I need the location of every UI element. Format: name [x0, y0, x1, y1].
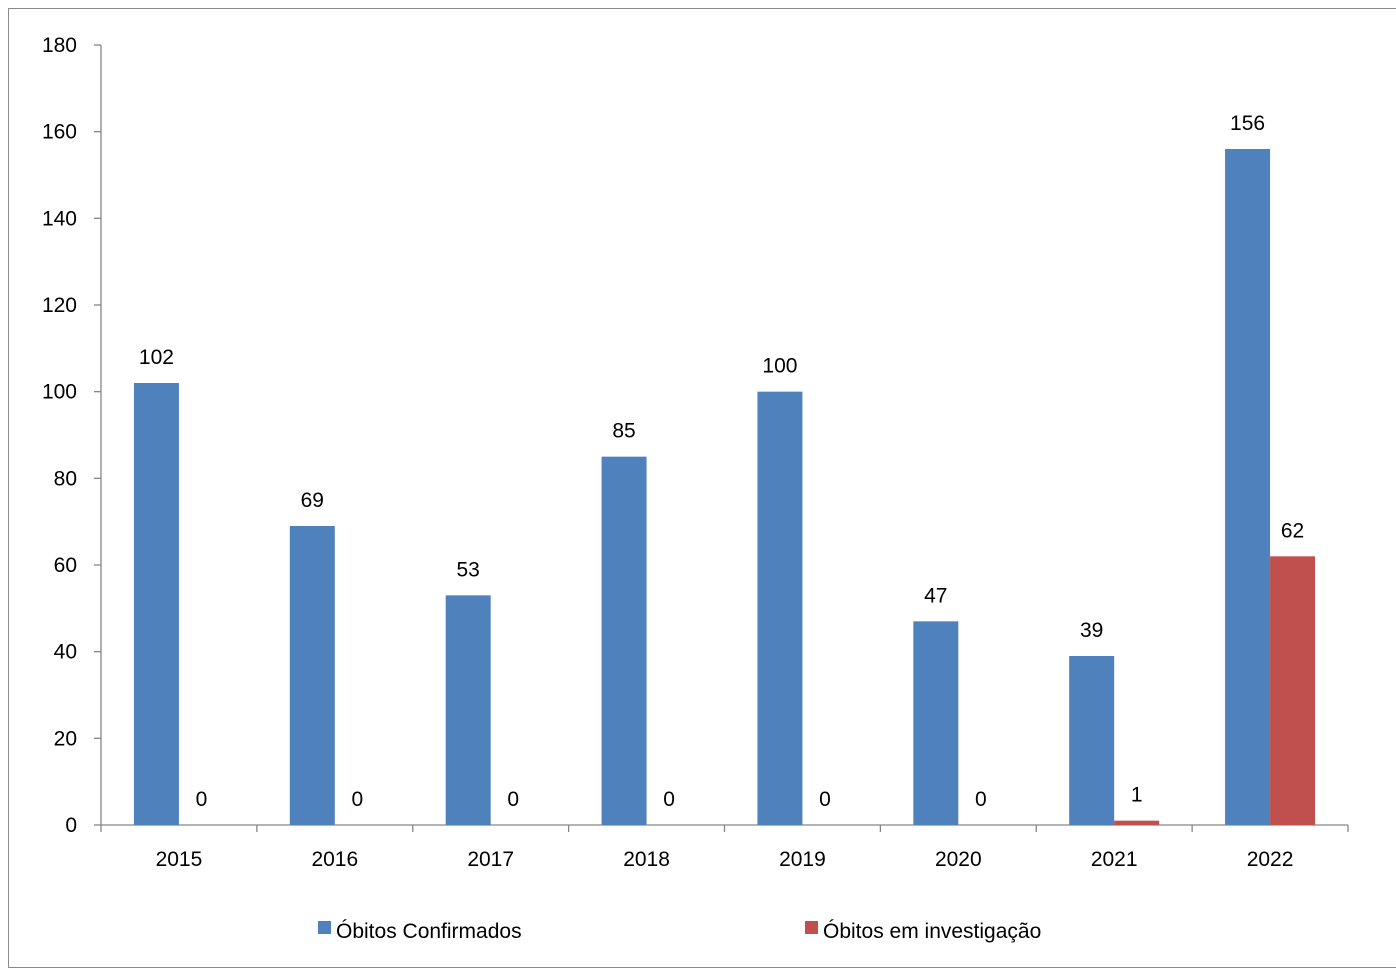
x-tick-label: 2022	[1247, 848, 1294, 871]
y-tick-label: 140	[42, 207, 77, 230]
data-label: 39	[1080, 619, 1103, 642]
y-tick-label: 80	[54, 467, 77, 490]
data-label: 47	[924, 584, 947, 607]
legend-label: Óbitos Confirmados	[336, 920, 522, 943]
legend-label: Óbitos em investigação	[823, 920, 1041, 943]
data-label: 0	[351, 788, 363, 811]
legend: Óbitos Confirmados Óbitos em investigação	[318, 920, 1041, 943]
data-label: 102	[139, 346, 174, 369]
data-label: 1	[1131, 784, 1143, 807]
y-tick-label: 40	[54, 641, 77, 664]
data-label: 0	[663, 788, 675, 811]
chart-frame	[8, 8, 1396, 968]
data-label: 85	[612, 420, 635, 443]
legend-swatch	[805, 921, 818, 934]
data-label: 0	[975, 788, 987, 811]
data-label: 0	[507, 788, 519, 811]
y-tick-label: 160	[42, 121, 77, 144]
bar-confirmados-2021	[1069, 656, 1115, 825]
x-tick-label: 2017	[467, 848, 514, 871]
x-tick-label: 2019	[779, 848, 826, 871]
y-tick-label: 100	[42, 381, 77, 404]
data-label: 62	[1281, 519, 1304, 542]
bar-confirmados-2022	[1225, 149, 1271, 825]
data-label: 69	[301, 489, 324, 512]
y-tick-label: 180	[42, 34, 77, 57]
x-tick-label: 2020	[935, 848, 982, 871]
bar-confirmados-2018	[601, 456, 647, 825]
legend-swatch	[318, 921, 331, 934]
data-labels: 102 69 53 85 100 47 39 156 0 0 0 0 0 0 1 62	[139, 112, 1304, 811]
x-tick-label: 2015	[156, 848, 203, 871]
bar-confirmados-2020	[913, 621, 959, 825]
data-label: 156	[1230, 112, 1265, 135]
y-tick-label: 60	[54, 554, 77, 577]
bars	[133, 149, 1316, 825]
data-label: 0	[196, 788, 208, 811]
y-tick-label: 120	[42, 294, 77, 317]
bar-confirmados-2019	[757, 391, 803, 825]
y-tick-label: 0	[65, 814, 77, 837]
y-tick-label: 20	[54, 727, 77, 750]
bar-confirmados-2016	[289, 526, 335, 825]
bar-confirmados-2017	[445, 595, 491, 825]
data-label: 100	[762, 355, 797, 378]
bar-investigacao-2022	[1270, 556, 1316, 825]
x-tick-label: 2021	[1091, 848, 1138, 871]
bar-confirmados-2015	[133, 383, 179, 825]
x-tick-label: 2016	[311, 848, 358, 871]
data-label: 0	[819, 788, 831, 811]
x-tick-label: 2018	[623, 848, 670, 871]
bar-investigacao-2021	[1114, 820, 1160, 825]
data-label: 53	[457, 558, 480, 581]
